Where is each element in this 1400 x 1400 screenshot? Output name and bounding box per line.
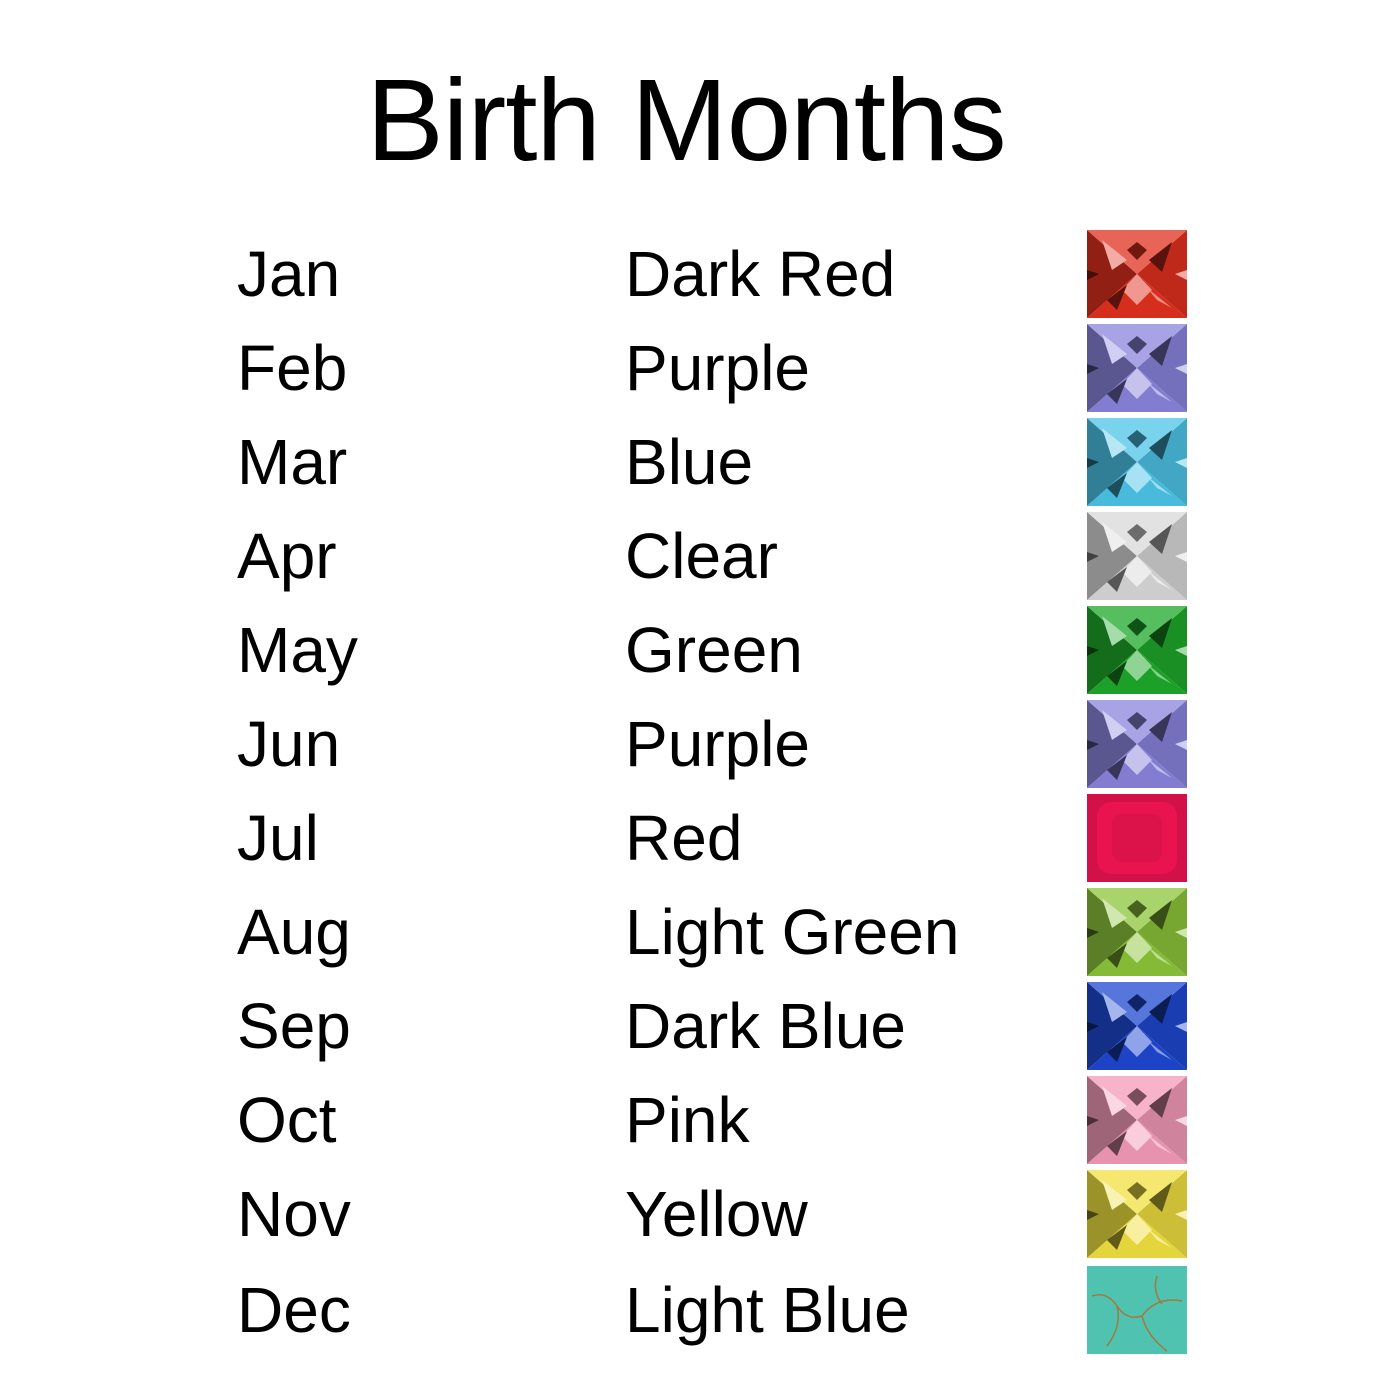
table-row: Dec Light Blue xyxy=(0,1264,1400,1358)
gemstone-swatch xyxy=(1087,230,1187,318)
gemstone-swatch xyxy=(1087,418,1187,506)
color-label: Clear xyxy=(625,520,778,592)
table-row: Oct Pink xyxy=(0,1074,1400,1168)
gemstone-swatch xyxy=(1087,1266,1187,1354)
month-label: Sep xyxy=(237,990,351,1062)
table-row: Sep Dark Blue xyxy=(0,980,1400,1074)
gemstone-swatch xyxy=(1087,700,1187,788)
gemstone-swatch xyxy=(1087,982,1187,1070)
month-label: Jan xyxy=(237,238,341,310)
gemstone-swatch xyxy=(1087,606,1187,694)
table-row: Jan Dark Red xyxy=(0,228,1400,322)
table-row: May Green xyxy=(0,604,1400,698)
month-label: Apr xyxy=(237,520,337,592)
table-row: Feb Purple xyxy=(0,322,1400,416)
table-row: Apr Clear xyxy=(0,510,1400,604)
color-label: Pink xyxy=(625,1084,750,1156)
color-label: Green xyxy=(625,614,803,686)
month-label: Mar xyxy=(237,426,348,498)
month-label: Oct xyxy=(237,1084,337,1156)
gemstone-swatch xyxy=(1087,1076,1187,1164)
gemstone-swatch xyxy=(1087,888,1187,976)
color-label: Blue xyxy=(625,426,754,498)
color-label: Yellow xyxy=(625,1178,808,1250)
month-label: Jun xyxy=(237,708,341,780)
month-label: May xyxy=(237,614,358,686)
gemstone-swatch xyxy=(1087,794,1187,882)
month-label: Aug xyxy=(237,896,351,968)
color-label: Purple xyxy=(625,332,810,404)
month-label: Feb xyxy=(237,332,348,404)
page-title: Birth Months xyxy=(366,55,1006,185)
gemstone-swatch xyxy=(1087,512,1187,600)
color-label: Light Blue xyxy=(625,1274,910,1346)
color-label: Light Green xyxy=(625,896,960,968)
gemstone-swatch xyxy=(1087,1170,1187,1258)
color-label: Dark Blue xyxy=(625,990,906,1062)
table-row: Jun Purple xyxy=(0,698,1400,792)
table-row: Nov Yellow xyxy=(0,1168,1400,1262)
table-row: Jul Red xyxy=(0,792,1400,886)
month-label: Nov xyxy=(237,1178,351,1250)
color-label: Dark Red xyxy=(625,238,896,310)
month-label: Dec xyxy=(237,1274,351,1346)
color-label: Red xyxy=(625,802,743,874)
month-label: Jul xyxy=(237,802,319,874)
table-row: Mar Blue xyxy=(0,416,1400,510)
table-row: Aug Light Green xyxy=(0,886,1400,980)
gemstone-swatch xyxy=(1087,324,1187,412)
color-label: Purple xyxy=(625,708,810,780)
